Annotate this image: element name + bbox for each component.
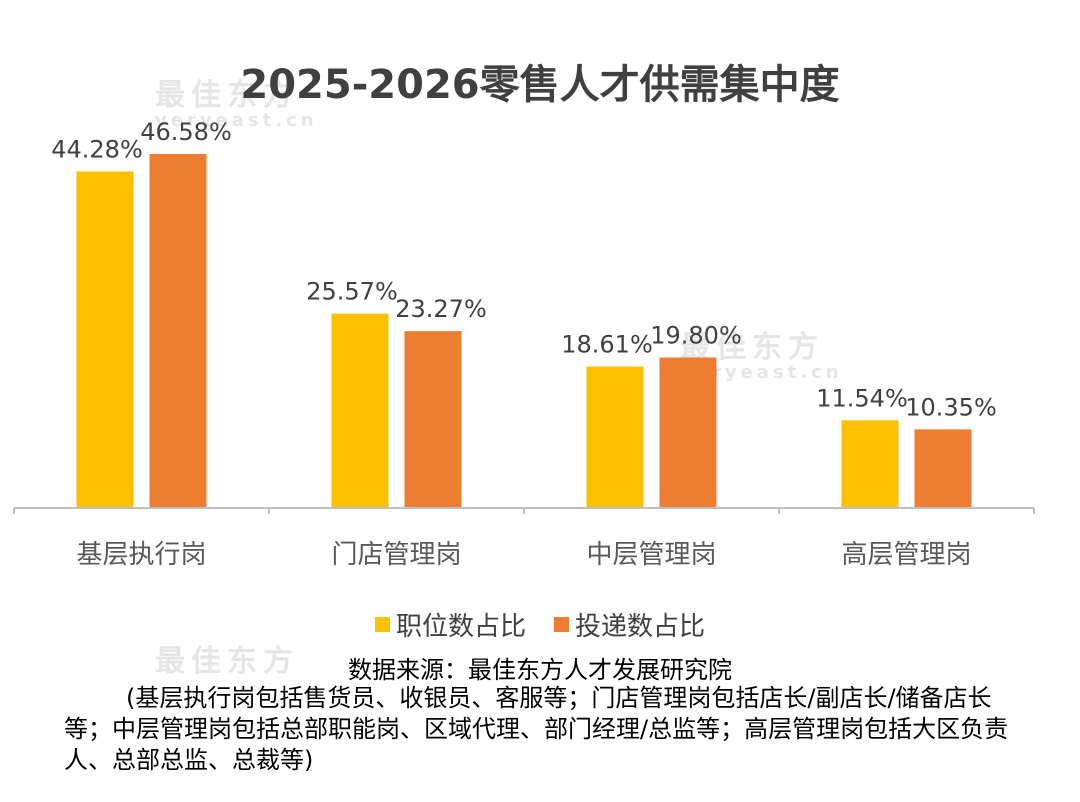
bar-applications-0 [149, 153, 207, 508]
bar-positions-0 [76, 171, 134, 509]
category-label-3: 高层管理岗 [841, 540, 971, 570]
category-label-0: 基层执行岗 [76, 540, 206, 570]
data-source: 数据来源：最佳东方人才发展研究院 [348, 656, 732, 684]
bar-positions-3 [841, 420, 899, 508]
legend-item-applications: 投递数占比 [554, 606, 705, 643]
data-label-positions-3: 11.54% [816, 384, 908, 412]
bar-positions-1 [331, 313, 389, 508]
bar-applications-3 [914, 429, 972, 508]
watermark-site: veryeast.cn [680, 362, 843, 383]
watermark-bottom: 最佳东方 [155, 636, 299, 680]
legend-swatch-applications [554, 617, 569, 632]
watermark-brand: 最佳东方 [155, 78, 299, 113]
watermark-brand: 最佳东方 [155, 644, 299, 679]
footnote: (基层执行岗包括售货员、收银员、客服等；门店管理岗包括店长/副店长/储备店长等；… [64, 684, 1009, 774]
legend-swatch-positions [374, 617, 390, 632]
watermark-top: 最佳东方 veryeast.cn [155, 70, 318, 131]
data-label-positions-1: 25.57% [306, 278, 398, 306]
legend: 职位数占比 投递数占比 [0, 606, 1080, 643]
bar-applications-2 [659, 357, 717, 508]
legend-label-positions: 职位数占比 [395, 612, 526, 642]
bar-chart: 44.28%46.58% 基层执行岗 25.57%23.27% 门店管理岗 18.61%… [13, 118, 1035, 570]
data-label-applications-1: 23.27% [395, 295, 487, 323]
data-label-applications-0: 46.58% [140, 118, 232, 146]
legend-item-positions: 职位数占比 [374, 606, 526, 643]
bar-positions-2 [586, 366, 644, 508]
bar-applications-1 [404, 331, 462, 508]
data-label-positions-2: 18.61% [561, 331, 653, 359]
data-label-applications-3: 10.35% [905, 393, 997, 421]
legend-label-applications: 投递数占比 [575, 612, 706, 642]
watermark-site: veryeast.cn [155, 110, 318, 131]
chart-title: 2025-2026零售人才供需集中度 [240, 62, 840, 108]
category-label-2: 中层管理岗 [586, 540, 716, 570]
data-label-applications-2: 19.80% [650, 322, 742, 350]
category-label-1: 门店管理岗 [331, 540, 461, 570]
data-label-positions-0: 44.28% [51, 135, 143, 163]
